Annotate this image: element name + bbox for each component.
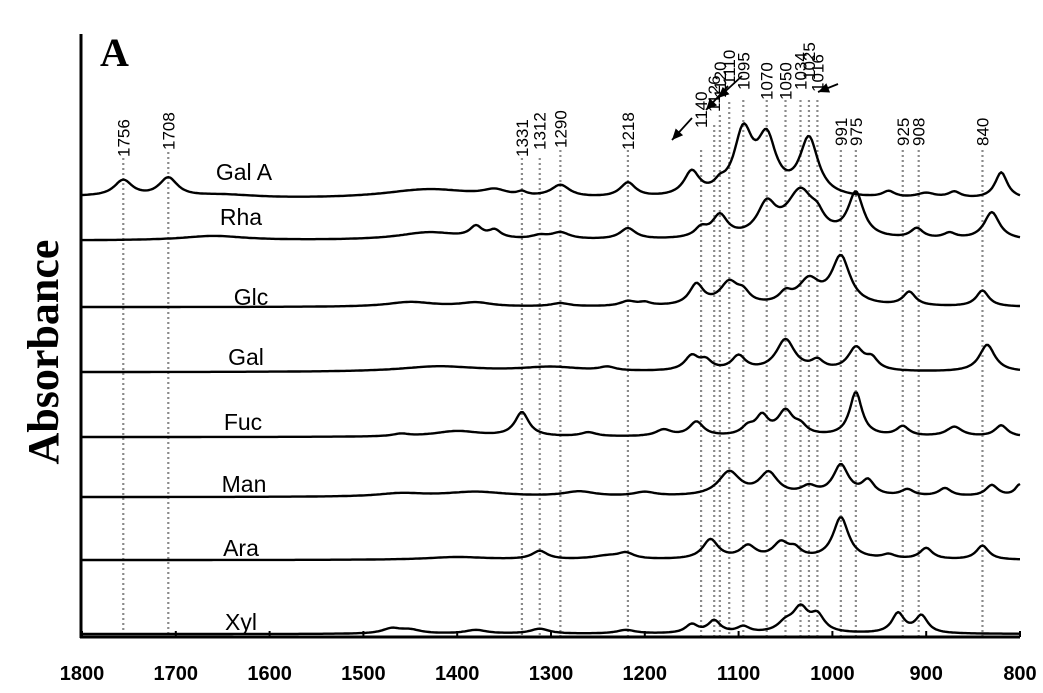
series-line-ara xyxy=(82,516,1020,562)
peak-label-975: 975 xyxy=(847,118,866,146)
peak-label-1070: 1070 xyxy=(758,62,777,100)
x-tick-label-1600: 1600 xyxy=(247,663,292,685)
peak-label-1110: 1110 xyxy=(720,50,739,85)
x-tick-label-1500: 1500 xyxy=(341,663,386,685)
peak-label-1218: 1218 xyxy=(619,112,638,150)
series-line-man xyxy=(82,463,1021,499)
series-label-gal: Gal xyxy=(228,344,264,370)
series-label-man: Man xyxy=(222,471,267,497)
peak-label-840: 840 xyxy=(973,118,992,146)
peak-label-908: 908 xyxy=(910,118,929,146)
x-tick-label-1300: 1300 xyxy=(529,663,574,685)
series-label-rha: Rha xyxy=(220,204,262,230)
x-tick-label-1100: 1100 xyxy=(717,663,760,685)
series-line-xyl xyxy=(82,603,1021,636)
x-tick-label-800: 800 xyxy=(1003,663,1036,685)
x-tick-label-1000: 1000 xyxy=(810,663,855,685)
arrow-head-1110 xyxy=(718,86,730,98)
x-tick-label-900: 900 xyxy=(910,663,943,685)
series-label-gal-a: Gal A xyxy=(216,159,273,185)
peak-label-1025: 1025 xyxy=(800,42,819,80)
peak-label-1331: 1331 xyxy=(513,119,532,157)
series-label-ara: Ara xyxy=(223,535,259,561)
series-label-xyl: Xyl xyxy=(225,609,257,635)
peak-label-1708: 1708 xyxy=(159,112,178,150)
arrow-head-1025 xyxy=(818,83,831,93)
peak-label-991: 991 xyxy=(832,118,851,146)
peak-label-1095: 1095 xyxy=(734,52,753,90)
peak-label-1312: 1312 xyxy=(531,112,550,150)
arrow-head-1120 xyxy=(706,98,718,110)
peak-label-1756: 1756 xyxy=(114,119,133,157)
peak-label-1016: 1016 xyxy=(808,54,827,92)
series-line-rha xyxy=(82,186,1021,242)
x-tick-label-1700: 1700 xyxy=(154,663,199,685)
x-tick-label-1200: 1200 xyxy=(623,663,668,685)
x-tick-label-1800: 1800 xyxy=(60,663,105,685)
series-line-gal-a xyxy=(81,122,1021,198)
x-tick-label-1400: 1400 xyxy=(435,663,480,685)
series-label-glc: Glc xyxy=(234,284,269,310)
peak-label-925: 925 xyxy=(894,118,913,146)
peak-label-1050: 1050 xyxy=(777,62,796,100)
peak-label-1034: 1034 xyxy=(792,52,811,90)
series-line-glc xyxy=(82,253,1020,309)
series-line-gal xyxy=(82,337,1021,374)
peak-label-1140: 1140 xyxy=(692,91,711,128)
y-axis-label: Absorbance xyxy=(19,240,68,465)
series-label-fuc: Fuc xyxy=(224,409,262,435)
panel-label: A xyxy=(100,30,129,75)
arrow-head-1140 xyxy=(672,128,684,140)
series-line-fuc xyxy=(82,391,1021,439)
peak-label-1290: 1290 xyxy=(551,110,570,148)
